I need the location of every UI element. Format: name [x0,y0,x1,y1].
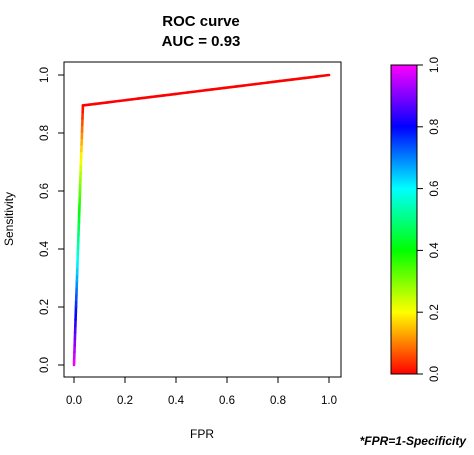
x-tick-label: 0.4 [168,395,185,407]
colorbar-tick-label: 0.8 [429,119,441,135]
fpr-footnote: *FPR=1-Specificity [360,434,468,448]
chart-title: ROC curve [162,13,240,30]
chart-subtitle: AUC = 0.93 [162,33,241,50]
colorbar-tick-label: 0.2 [429,304,441,320]
y-tick-label: 1.0 [39,67,51,83]
colorbar [390,64,418,375]
x-axis: 0.0 0.2 0.4 0.6 0.8 1.0 [66,377,337,407]
roc-curve-segment [321,73,331,78]
y-tick-label: 0.4 [39,240,51,257]
y-axis: 0.0 0.2 0.4 0.6 0.8 1.0 [39,67,64,373]
x-axis-label: FPR [190,427,214,441]
x-tick-label: 0.6 [219,395,235,407]
y-tick-label: 0.6 [39,183,51,199]
y-tick-label: 0.0 [39,357,51,373]
y-tick-label: 0.8 [39,125,51,141]
x-tick-label: 1.0 [321,395,337,407]
colorbar-tick-label: 0.0 [429,366,441,382]
colorbar-tick-label: 0.6 [429,181,441,197]
x-tick-label: 0.0 [66,395,82,407]
x-tick-label: 0.2 [117,395,133,407]
plot-frame [63,61,342,378]
colorbar-tick-label: 0.4 [429,242,441,259]
y-tick-label: 0.2 [39,299,51,315]
x-tick-label: 0.8 [270,395,286,407]
y-axis-label: Sensitivity [2,192,16,246]
colorbar-axis: 0.0 0.2 0.4 0.6 0.8 1.0 [417,57,441,382]
colorbar-tick-label: 1.0 [429,57,441,73]
roc-series [72,73,331,367]
